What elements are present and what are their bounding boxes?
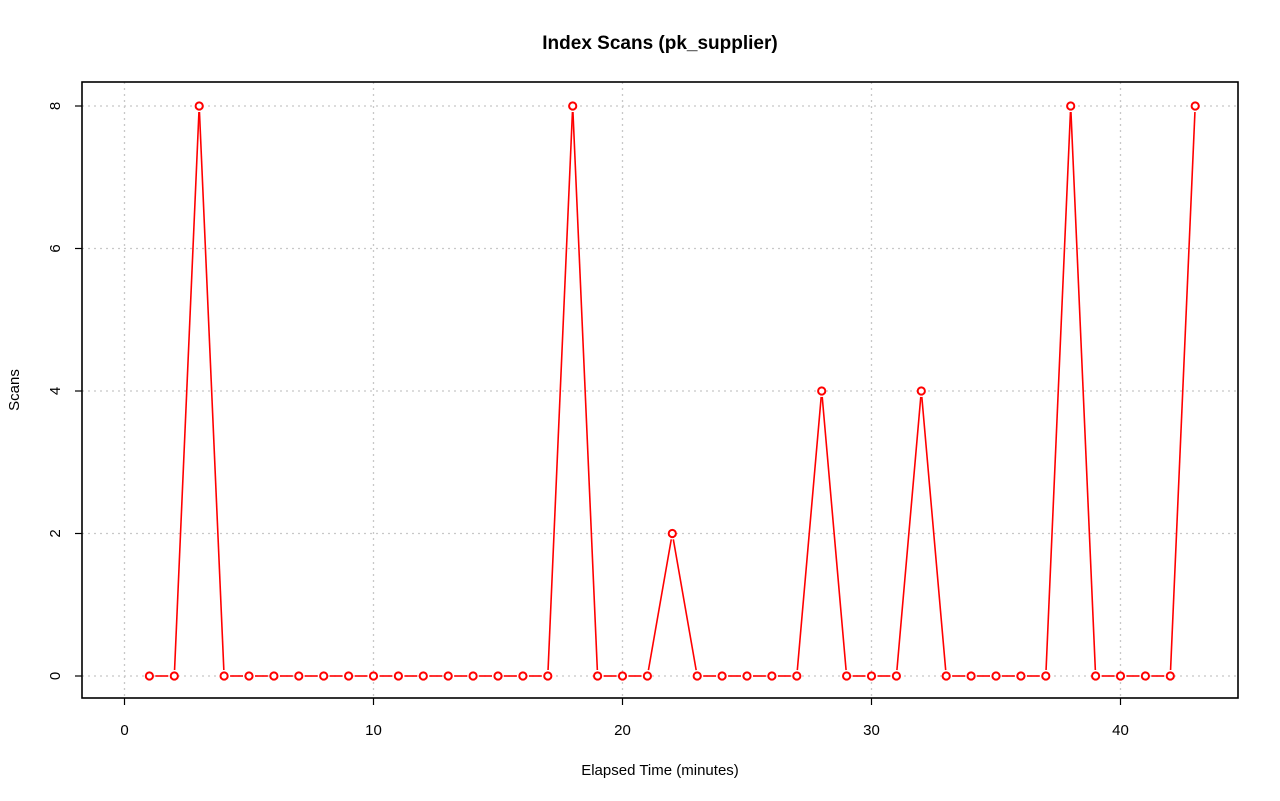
data-point bbox=[518, 671, 528, 681]
series-segment bbox=[547, 111, 574, 671]
data-point bbox=[493, 671, 503, 681]
data-point bbox=[692, 671, 702, 681]
series-segment bbox=[1169, 111, 1196, 671]
data-point bbox=[344, 671, 354, 681]
data-point bbox=[742, 671, 752, 681]
series-segment bbox=[672, 539, 697, 671]
data-point bbox=[1041, 671, 1051, 681]
data-point bbox=[319, 671, 329, 681]
data-point bbox=[792, 671, 802, 681]
x-tick-label: 0 bbox=[120, 722, 128, 739]
data-point bbox=[1140, 671, 1151, 681]
x-tick-label: 20 bbox=[614, 722, 631, 739]
data-point bbox=[144, 671, 154, 681]
data-point bbox=[966, 671, 976, 681]
data-point bbox=[1016, 671, 1026, 681]
series-segment bbox=[821, 396, 847, 671]
series-segment bbox=[921, 396, 947, 671]
data-point bbox=[219, 671, 229, 681]
axes: 0 10 20 30 40 0 2 4 6 8 bbox=[47, 102, 1129, 739]
data-point bbox=[991, 671, 1001, 681]
data-point bbox=[593, 671, 603, 681]
data-point bbox=[617, 671, 628, 681]
data-point bbox=[443, 671, 453, 681]
y-tick-label: 4 bbox=[47, 387, 64, 395]
data-point bbox=[244, 671, 254, 681]
data-point bbox=[842, 671, 852, 681]
x-tick-label: 10 bbox=[365, 722, 382, 739]
y-tick-label: 6 bbox=[47, 244, 64, 252]
y-tick-label: 0 bbox=[47, 672, 64, 680]
data-point bbox=[1165, 671, 1175, 681]
data-point bbox=[1115, 671, 1126, 681]
x-tick-label: 40 bbox=[1112, 722, 1129, 739]
series-segment bbox=[796, 396, 822, 671]
data-point bbox=[1091, 671, 1101, 681]
data-point bbox=[767, 671, 777, 681]
series-segment bbox=[647, 539, 673, 671]
series-segment bbox=[1045, 111, 1072, 671]
series-segment bbox=[173, 111, 200, 671]
data-point bbox=[916, 386, 926, 396]
y-tick-label: 2 bbox=[47, 529, 64, 537]
y-tick-label: 8 bbox=[47, 102, 64, 110]
data-point bbox=[941, 671, 951, 681]
series-segment bbox=[1070, 111, 1097, 671]
data-point bbox=[1066, 101, 1076, 111]
plot-frame bbox=[81, 81, 1239, 699]
x-tick-label: 30 bbox=[863, 722, 880, 739]
y-axis-label: Scans bbox=[6, 369, 23, 411]
data-point bbox=[269, 671, 279, 681]
data-point bbox=[418, 671, 428, 681]
data-point bbox=[891, 671, 902, 681]
data-point bbox=[667, 528, 677, 539]
data-point bbox=[543, 671, 553, 681]
data-point bbox=[866, 671, 877, 681]
series-layer bbox=[144, 101, 1200, 681]
data-point bbox=[294, 671, 304, 681]
data-point bbox=[717, 671, 727, 681]
series-segment bbox=[572, 111, 599, 671]
grid bbox=[82, 82, 1238, 698]
series-segment bbox=[198, 111, 225, 671]
series-segment bbox=[896, 396, 922, 671]
data-point bbox=[169, 671, 179, 681]
data-point bbox=[194, 101, 204, 111]
data-point bbox=[1190, 101, 1200, 111]
data-point bbox=[642, 671, 653, 681]
x-axis-label: Elapsed Time (minutes) bbox=[581, 762, 739, 779]
data-point bbox=[368, 671, 379, 681]
data-point bbox=[817, 386, 827, 396]
data-point bbox=[568, 101, 578, 111]
data-point bbox=[393, 671, 403, 681]
chart-title: Index Scans (pk_supplier) bbox=[542, 33, 777, 54]
data-point bbox=[468, 671, 478, 681]
